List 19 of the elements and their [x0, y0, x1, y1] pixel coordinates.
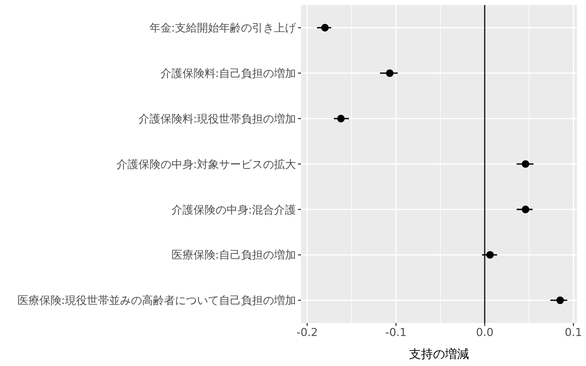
point — [321, 24, 329, 32]
x-tick-label: 0.1 — [564, 326, 582, 339]
point — [486, 251, 494, 259]
x-tick-label: -0.2 — [296, 326, 318, 339]
y-tick-label: 医療保険:自己負担の増加 — [171, 248, 296, 262]
y-tick-label: 医療保険:現役世帯並みの高齢者について自己負担の増加 — [17, 294, 296, 308]
x-tick-label: 0.0 — [476, 326, 494, 339]
point — [556, 296, 564, 304]
y-tick-label: 介護保険の中身:対象サービスの拡大 — [116, 158, 296, 171]
point — [522, 206, 530, 214]
point — [522, 160, 530, 168]
y-tick-label: 年金:支給開始年齢の引き上げ — [149, 22, 297, 35]
point — [386, 69, 394, 77]
x-tick-label: -0.1 — [385, 326, 407, 339]
y-tick-label: 介護保険料:現役世帯負担の増加 — [138, 112, 296, 126]
y-tick-label: 介護保険料:自己負担の増加 — [160, 66, 296, 80]
y-tick-label: 介護保険の中身:混合介護 — [171, 203, 296, 216]
point — [337, 114, 345, 122]
x-axis-title: 支持の増減 — [409, 347, 469, 361]
